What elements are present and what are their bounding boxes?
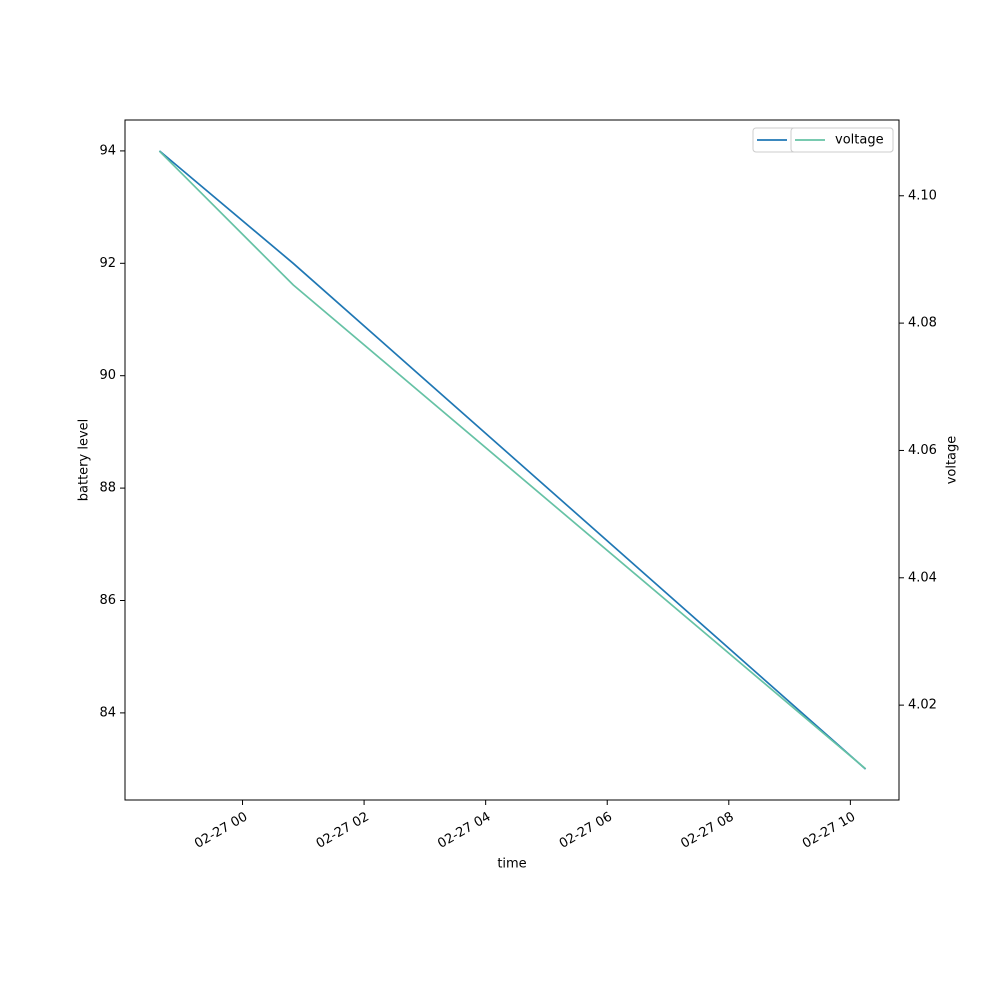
plot-frame bbox=[124, 119, 900, 801]
y2-tick-label: 4.08 bbox=[908, 316, 937, 331]
y-tick-label: 94 bbox=[99, 143, 116, 158]
series-line bbox=[158, 150, 867, 770]
x-axis-label: time bbox=[497, 857, 526, 872]
y2-tick-label: 4.10 bbox=[908, 188, 937, 203]
y-tick-label: 88 bbox=[99, 481, 116, 496]
y2-tick-label: 4.02 bbox=[908, 698, 937, 713]
y-tick-label: 90 bbox=[99, 368, 116, 383]
legend-box bbox=[790, 127, 894, 153]
y2-tick-label: 4.04 bbox=[908, 570, 937, 585]
y-tick-label: 84 bbox=[99, 705, 116, 720]
y2-tick-label: 4.06 bbox=[908, 443, 937, 458]
y-axis-label: battery level bbox=[77, 419, 92, 502]
y2-axis-label: voltage bbox=[945, 436, 960, 485]
legend-label: voltage bbox=[835, 133, 884, 148]
series-line bbox=[158, 150, 867, 770]
y-tick-label: 92 bbox=[99, 256, 116, 271]
y-tick-label: 86 bbox=[99, 593, 116, 608]
